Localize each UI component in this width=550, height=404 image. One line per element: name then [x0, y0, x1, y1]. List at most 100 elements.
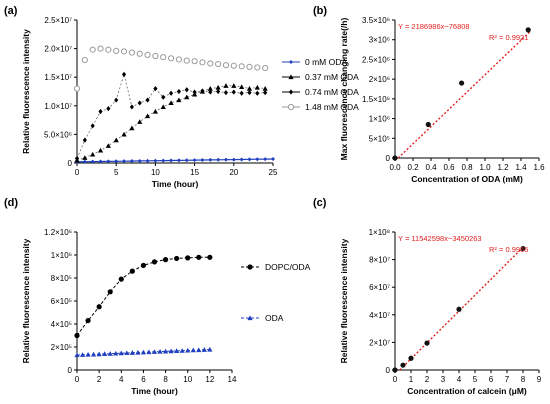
x-tick-label: 8: [521, 375, 526, 384]
data-point: [118, 276, 124, 282]
legend-marker: [247, 264, 253, 270]
data-point: [520, 245, 526, 252]
data-point: [98, 108, 103, 115]
legend: 0 mM ODA 0.37 mM ODA 0.74 mM ODA 1.48 mM OD…: [282, 57, 359, 112]
data-point: [192, 89, 197, 95]
x-tick-label: 9: [537, 375, 542, 384]
x-tick-label: 1.0: [479, 163, 491, 172]
x-tick-label: 0.0: [389, 163, 401, 172]
x-tick-label: 2: [97, 375, 102, 384]
data-point: [207, 86, 213, 91]
data-point: [137, 119, 143, 124]
y-tick-label: 5.0×10⁶: [44, 130, 72, 139]
data-point: [247, 157, 252, 162]
y-tick-label: 1.0×10⁷: [44, 102, 72, 111]
y-tick-label: 3×10⁶: [369, 36, 390, 45]
data-point: [222, 62, 230, 69]
x-tick-label: 8: [163, 375, 168, 384]
y-tick-label: 1.5×10⁶: [362, 95, 390, 104]
series-0: [75, 156, 275, 164]
series-line: [76, 72, 266, 159]
x-tick-label: 14: [228, 375, 237, 384]
data-point: [79, 352, 86, 357]
y-tick-label: 2×10⁶: [369, 75, 390, 84]
data-point: [185, 347, 191, 353]
data-point: [184, 94, 190, 100]
y-tick-label: 1.5×10⁷: [44, 73, 72, 82]
data-point: [82, 155, 88, 160]
data-point: [129, 350, 135, 355]
data-point: [144, 51, 151, 58]
series-2: [74, 71, 268, 162]
data-point: [162, 257, 169, 263]
data-point: [424, 340, 430, 346]
legend: DOPC/ODA ODA: [241, 262, 311, 323]
x-tick-label: 0.4: [425, 163, 437, 172]
legend-label: 0.37 mM ODA: [305, 72, 359, 82]
series-3: [73, 45, 269, 92]
y-tick-label: 8×10⁷: [369, 256, 390, 265]
y-axis-label: Relative fluorescence intensity: [339, 238, 349, 363]
legend-marker: [289, 60, 293, 64]
fit-line: [397, 31, 531, 159]
data-point: [200, 158, 205, 163]
data-point: [215, 84, 221, 90]
x-tick-label: 1.6: [533, 163, 545, 172]
data-point: [168, 348, 174, 354]
legend-marker: [287, 103, 295, 111]
legend-marker: [288, 74, 294, 80]
chart-d: 0 2 4 6 8 10 12 14 0 2×10⁵ 4×10⁵ 6×10⁵ 8×10⁵ 1×10⁶ 1.2…: [21, 228, 311, 396]
chart-a: 0 5 10 15 20 25 0 5.0×10⁶ 1.0×10⁷ 1.5×10⁷ 2.0×10⁷ 2…: [21, 16, 359, 189]
data-point: [157, 349, 163, 354]
data-point: [200, 88, 205, 94]
data-point: [223, 83, 229, 88]
data-point: [146, 349, 152, 355]
fit-r-squared: R² = 0.9921: [489, 33, 528, 42]
fit-equation: Y = 11542598x−3450263: [398, 234, 482, 243]
legend-label: 0 mM ODA: [305, 57, 347, 67]
legend-marker: [288, 89, 294, 95]
data-point: [129, 104, 134, 110]
y-tick-label: 0: [68, 159, 73, 168]
data-point: [97, 147, 104, 153]
legend-marker: [247, 315, 253, 321]
data-point: [239, 90, 244, 96]
data-point: [208, 157, 213, 162]
y-tick-label: 2×10⁵: [51, 343, 72, 352]
data-point: [400, 362, 406, 368]
data-point: [207, 346, 213, 352]
data-point: [176, 158, 181, 163]
panel-letter-c: (c): [313, 197, 327, 209]
chart-panels: 0 5 10 15 20 2505.0×10⁶1.0×10⁷1.5×10⁷2.0×10⁷2…: [21, 16, 545, 396]
data-point: [106, 106, 111, 112]
y-axis-label: Relative fluorescence intensity: [21, 238, 31, 363]
data-point: [247, 90, 252, 96]
data-point: [254, 84, 260, 90]
y-tick-label: 0: [386, 366, 391, 375]
x-tick-label: 0.2: [407, 163, 419, 172]
data-point: [98, 159, 103, 164]
x-tick-label: 0: [75, 375, 80, 384]
data-point: [74, 155, 80, 162]
x-tick-label: 1.2: [497, 163, 509, 172]
data-point: [271, 156, 275, 161]
y-tick-label: 5×10⁵: [369, 134, 390, 143]
x-axis-label: Time (hour): [152, 179, 199, 189]
data-point: [96, 351, 102, 357]
y-tick-label: 2.0×10⁷: [44, 45, 72, 54]
data-point: [169, 158, 174, 163]
data-point: [102, 351, 108, 356]
data-point: [82, 137, 87, 143]
data-point: [174, 348, 180, 353]
data-point: [184, 158, 189, 163]
x-axis-label: Concentration of ODA (mM): [411, 174, 523, 184]
data-point: [183, 57, 190, 64]
data-point: [153, 158, 158, 163]
data-point: [113, 47, 120, 54]
data-point: [231, 157, 236, 162]
data-point: [121, 131, 127, 137]
data-point: [96, 304, 102, 310]
data-point: [73, 85, 81, 92]
legend-label: ODA: [265, 313, 284, 323]
x-tick-label: 6: [141, 375, 146, 384]
